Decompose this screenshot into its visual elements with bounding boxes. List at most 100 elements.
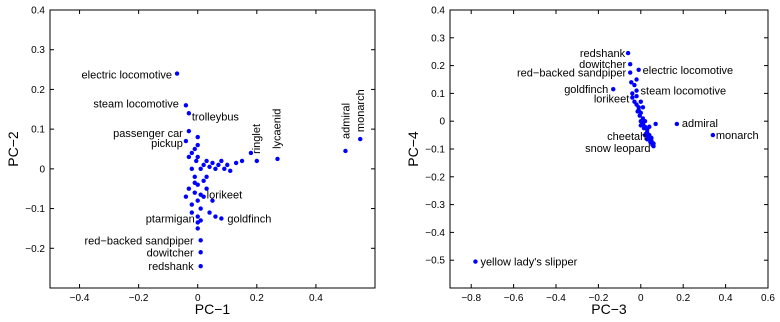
labeled-data-point bbox=[710, 132, 716, 138]
data-point bbox=[183, 194, 189, 199]
data-point bbox=[195, 154, 200, 160]
data-point bbox=[195, 134, 200, 140]
chart-2: −0.8 −0.6 −0.4 −0.2 0 0.2 0.4 0.6 −0.5 −0.4 −0.3 −0… bbox=[405, 6, 775, 318]
labeled-data-point bbox=[628, 70, 633, 75]
point-label: snow leopard bbox=[585, 143, 650, 155]
data-point bbox=[635, 109, 640, 114]
point-label: steam locomotive bbox=[93, 98, 179, 110]
x-tick-label: −0.2 bbox=[589, 293, 609, 304]
data-point bbox=[213, 166, 218, 172]
data-point bbox=[225, 162, 230, 168]
labeled-data-point bbox=[611, 87, 616, 92]
data-point bbox=[207, 210, 212, 215]
point-label: red−backed sandpiper bbox=[517, 68, 626, 80]
data-point bbox=[239, 158, 245, 164]
labeled-data-point bbox=[636, 67, 641, 72]
point-label: dowitcher bbox=[147, 247, 194, 259]
data-point bbox=[632, 99, 637, 104]
point-label: dowitcher bbox=[579, 59, 626, 71]
data-point bbox=[189, 202, 195, 207]
point-label: goldfinch bbox=[564, 84, 608, 96]
point-label: monarch bbox=[355, 89, 367, 132]
data-point bbox=[189, 166, 195, 172]
chart-1: −0.4 −0.2 0 0.2 0.4 −0.2 −0.1 0 0.1 0.2 0.3 0.4 PC−1… bbox=[5, 6, 376, 317]
labeled-data-point bbox=[473, 259, 478, 264]
data-point bbox=[630, 91, 635, 96]
data-point bbox=[647, 124, 652, 129]
data-point bbox=[210, 198, 215, 203]
data-point bbox=[192, 180, 197, 185]
labeled-data-point bbox=[358, 136, 363, 142]
y-tick-label: −0.2 bbox=[425, 172, 445, 183]
x-axis-label: PC−3 bbox=[591, 301, 627, 317]
y-tick-label: 0.2 bbox=[431, 61, 445, 72]
labeled-data-point bbox=[183, 103, 189, 108]
point-label: goldfinch bbox=[227, 214, 271, 226]
data-point bbox=[228, 168, 233, 174]
data-point bbox=[637, 113, 642, 118]
data-point bbox=[636, 105, 641, 110]
data-point bbox=[198, 166, 203, 172]
data-point bbox=[634, 93, 639, 99]
y-tick-label: 0.3 bbox=[31, 45, 45, 56]
labeled-data-point bbox=[634, 88, 639, 93]
point-label: admiral bbox=[682, 118, 718, 130]
data-point bbox=[186, 154, 192, 160]
x-tick-label: 0 bbox=[195, 293, 201, 304]
point-label: electric locomotive bbox=[82, 70, 172, 82]
point-label: steam locomotive bbox=[641, 86, 727, 98]
labeled-data-point bbox=[195, 220, 200, 225]
x-tick-label: 0.6 bbox=[761, 293, 775, 304]
data-point bbox=[195, 142, 200, 148]
labeled-data-point bbox=[186, 128, 192, 134]
data-point bbox=[192, 190, 197, 195]
labeled-data-point bbox=[630, 95, 635, 100]
point-label: cheetah bbox=[607, 131, 646, 143]
y-tick-label: −0.4 bbox=[425, 228, 445, 239]
labeled-data-point bbox=[674, 121, 680, 127]
data-point bbox=[195, 214, 200, 219]
y-tick-label: 0.2 bbox=[31, 85, 45, 96]
data-point bbox=[195, 226, 200, 231]
y-tick-label: −0.2 bbox=[25, 244, 45, 255]
data-point bbox=[201, 178, 206, 183]
data-point bbox=[204, 174, 209, 179]
data-point bbox=[638, 123, 643, 128]
data-point bbox=[189, 210, 195, 215]
data-point bbox=[233, 160, 239, 166]
labeled-data-point bbox=[198, 192, 203, 197]
point-label: lorikeet bbox=[207, 190, 242, 202]
data-point bbox=[204, 158, 209, 164]
data-point bbox=[629, 80, 634, 85]
labeled-data-point bbox=[219, 216, 224, 221]
data-point bbox=[201, 162, 206, 168]
point-label: monarch bbox=[716, 130, 759, 142]
data-point bbox=[192, 174, 197, 179]
x-tick-label: −0.4 bbox=[70, 293, 90, 304]
labeled-data-point bbox=[198, 238, 203, 243]
point-label: ptarmigan bbox=[146, 213, 195, 225]
labeled-data-point bbox=[198, 250, 203, 255]
labeled-data-point bbox=[647, 135, 652, 141]
data-point bbox=[210, 160, 215, 166]
x-tick-label: −0.8 bbox=[461, 293, 481, 304]
x-tick-label: 0.2 bbox=[250, 293, 264, 304]
point-label: electric locomotive bbox=[643, 65, 733, 77]
x-tick-label: −0.2 bbox=[129, 293, 149, 304]
data-point bbox=[634, 77, 639, 82]
point-label: passenger car bbox=[113, 128, 183, 140]
point-label: trolleybus bbox=[192, 111, 240, 123]
point-label: red−backed sandpiper bbox=[85, 235, 194, 247]
labeled-data-point bbox=[625, 50, 631, 56]
data-point bbox=[248, 150, 254, 156]
y-axis-label: PC−2 bbox=[5, 131, 21, 167]
plot-frame bbox=[49, 9, 376, 289]
x-tick-label: 0.2 bbox=[676, 293, 690, 304]
y-tick-label: 0 bbox=[39, 164, 45, 175]
y-tick-label: 0.3 bbox=[431, 33, 445, 44]
y-tick-label: −0.1 bbox=[25, 204, 45, 215]
data-point bbox=[186, 186, 192, 191]
labeled-data-point bbox=[343, 148, 348, 154]
y-tick-label: −0.1 bbox=[425, 145, 445, 156]
